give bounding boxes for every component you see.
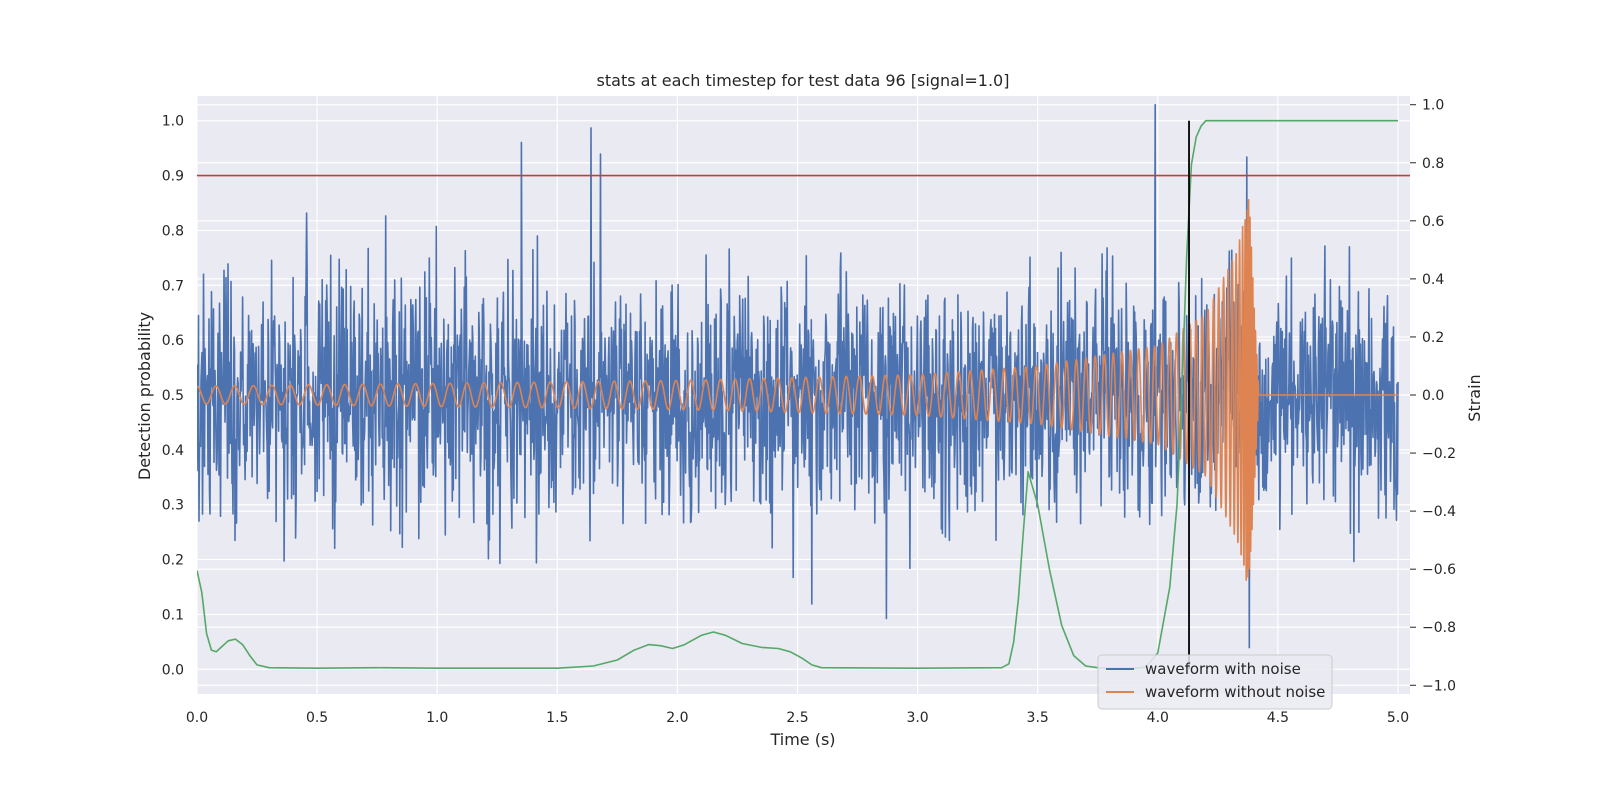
legend-label: waveform without noise [1145,683,1325,701]
y2-axis-label: Strain [1465,374,1484,421]
y-axis-right: −1.0 −0.8 −0.6 −0.4 −0.2 0.0 0.2 0.4 0.6 0.8 1.0 [1410,98,1456,694]
y2-tick-label: 0.4 [1422,272,1444,288]
y-axis-left: 0.0 0.1 0.2 0.3 0.4 0.5 0.6 0.7 0.8 0.9 1.0 [162,114,184,679]
y-tick-label: 0.2 [162,553,184,569]
y2-tick-label: 0.8 [1422,156,1444,172]
y-tick-label: 0.1 [162,607,184,623]
x-axis-label: Time (s) [769,730,835,749]
y-axis-label: Detection probability [135,312,154,480]
y2-tick-label: −0.6 [1422,562,1456,578]
y-tick-label: 1.0 [162,114,184,130]
y2-tick-label: −1.0 [1422,678,1456,694]
detection-probability-line [197,119,1398,669]
y2-tick-label: 0.2 [1422,330,1444,346]
y-tick-label: 0.9 [162,169,184,185]
x-tick-label: 0.5 [306,710,328,726]
y2-tick-label: −0.8 [1422,620,1456,636]
y2-tick-label: 0.0 [1422,388,1444,404]
y2-tick-label: 1.0 [1422,98,1444,114]
x-axis: 0.0 0.5 1.0 1.5 2.0 2.5 3.0 3.5 4.0 4.5 5.0 [186,710,1409,726]
y2-tick-label: −0.2 [1422,446,1456,462]
y-tick-label: 0.5 [162,388,184,404]
x-tick-label: 3.0 [906,710,928,726]
chart-title: stats at each timestep for test data 96 … [597,71,1010,90]
y-tick-label: 0.6 [162,333,184,349]
legend-label: waveform with noise [1145,660,1301,678]
x-tick-label: 1.0 [426,710,448,726]
x-tick-label: 4.5 [1267,710,1289,726]
x-tick-label: 3.5 [1027,710,1049,726]
y2-tick-label: −0.4 [1422,504,1456,520]
y-tick-label: 0.3 [162,498,184,514]
x-tick-label: 2.0 [666,710,688,726]
y-tick-label: 0.0 [162,662,184,678]
x-tick-label: 2.5 [786,710,808,726]
x-tick-label: 0.0 [186,710,208,726]
y2-tick-label: 0.6 [1422,214,1444,230]
y-tick-label: 0.8 [162,223,184,239]
x-tick-label: 4.0 [1147,710,1169,726]
legend-box [1097,654,1333,710]
legend: waveform with noise waveform without nois… [1097,654,1333,710]
y-tick-label: 0.7 [162,278,184,294]
x-tick-label: 1.5 [546,710,568,726]
y-tick-label: 0.4 [162,443,184,459]
clean-waveform-line [197,199,1399,581]
x-tick-label: 5.0 [1387,710,1409,726]
